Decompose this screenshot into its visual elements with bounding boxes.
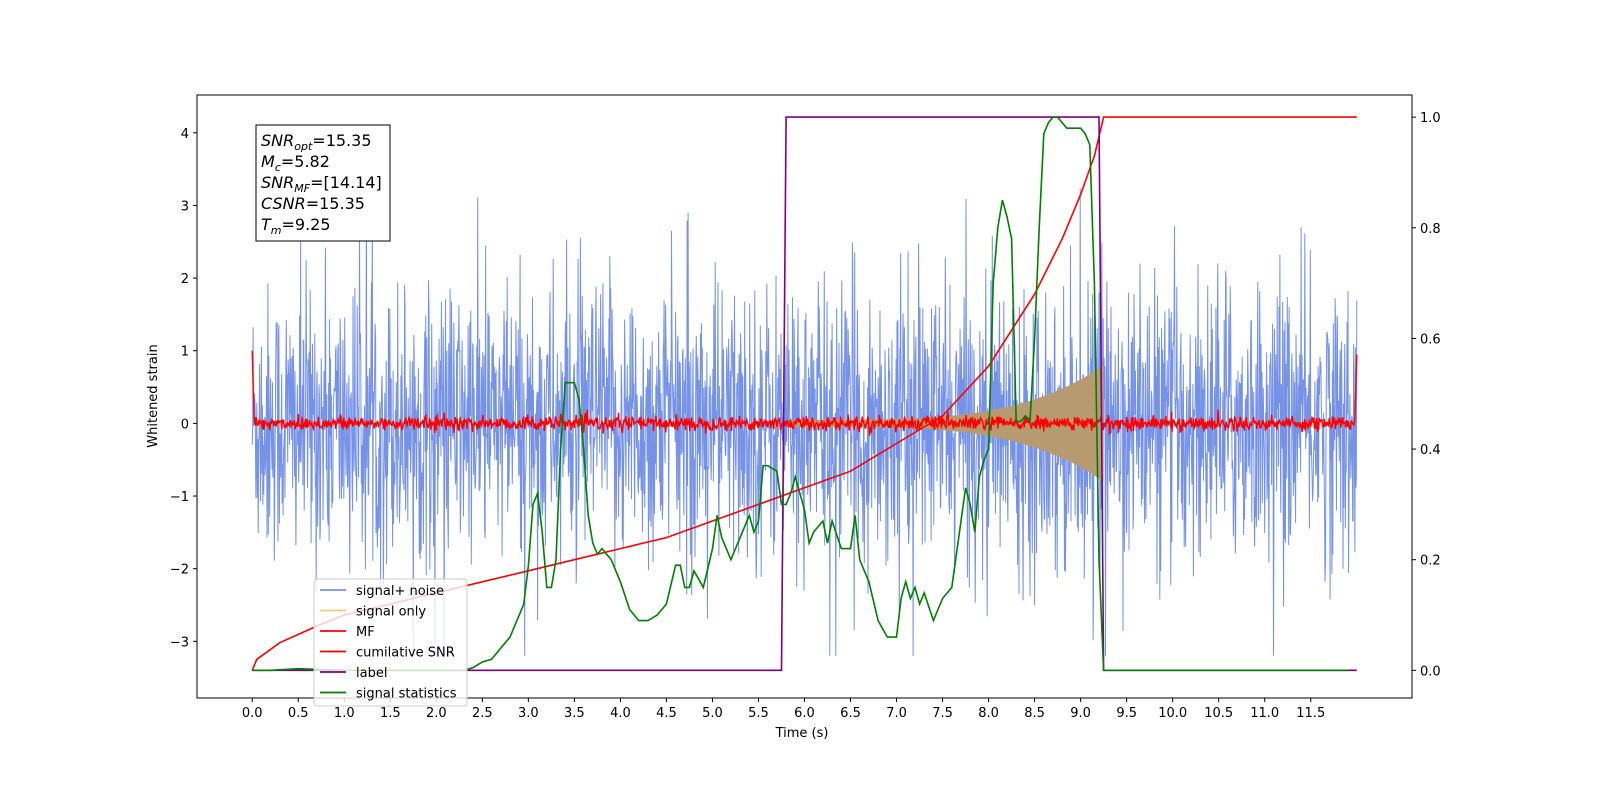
info-line: SNRMF=[14.14]: [261, 173, 382, 195]
x-tick-label: 5.5: [748, 706, 769, 721]
y-right-tick-label: 0.4: [1420, 443, 1441, 458]
y-tick-label: 1: [181, 345, 189, 360]
x-tick-label: 9.0: [1070, 706, 1091, 721]
legend-item-mf: MF: [320, 625, 375, 640]
x-tick-label: 2.0: [426, 706, 447, 721]
x-axis: 0.0 0.5 1.0 1.5 2.0 2.5 3.0 3.5 4.0 4.5 5.0 5.5 6.0 6…: [242, 698, 1325, 721]
legend-frame: [313, 578, 468, 707]
legend-item-signal-noise: signal+ noise: [320, 584, 444, 599]
info-line: CSNR=15.35: [261, 194, 365, 213]
x-tick-label: 7.0: [886, 706, 907, 721]
y-tick-label: −3: [170, 635, 189, 650]
info-line: SNRopt=15.35: [261, 131, 372, 153]
y-axis-left: −3 −2 −1 0 1 2 3 4: [170, 127, 197, 650]
y-right-tick-label: 1.0: [1420, 111, 1441, 126]
y-axis-right: 0.0 0.2 0.4 0.6 0.8 1.0: [1412, 111, 1441, 679]
series-signal-noise: [251, 176, 1358, 656]
x-tick-label: 1.0: [334, 706, 355, 721]
info-box: SNRopt=15.35Mc=5.82SNRMF=[14.14]CSNR=15.…: [255, 124, 391, 242]
y-tick-label: 2: [181, 272, 189, 287]
legend-label: cumilative SNR: [356, 646, 455, 661]
x-tick-label: 10.0: [1158, 706, 1187, 721]
y-right-tick-label: 0.0: [1420, 664, 1441, 679]
x-tick-label: 4.0: [610, 706, 631, 721]
y-tick-label: 0: [181, 417, 189, 432]
x-tick-label: 8.0: [978, 706, 999, 721]
legend-label: MF: [356, 625, 375, 640]
y-tick-label: 4: [181, 127, 189, 142]
series-signal-statistics: [252, 116, 1348, 672]
x-tick-label: 3.0: [518, 706, 539, 721]
x-tick-label: 6.5: [840, 706, 861, 721]
legend-item-cumilative-snr: cumilative SNR: [320, 646, 455, 661]
legend-item-label: label: [320, 666, 387, 681]
x-tick-label: 5.0: [702, 706, 723, 721]
x-tick-label: 0.0: [242, 706, 263, 721]
x-axis-label: Time (s): [775, 726, 829, 741]
legend-label: signal statistics: [356, 687, 457, 702]
y-right-tick-label: 0.8: [1420, 222, 1441, 237]
x-tick-label: 8.5: [1024, 706, 1045, 721]
y-tick-label: 3: [181, 199, 189, 214]
y-right-tick-label: 0.6: [1420, 332, 1441, 347]
x-tick-label: 3.5: [564, 706, 585, 721]
x-tick-label: 11.5: [1296, 706, 1325, 721]
legend-item-signal-only: signal only: [320, 605, 426, 620]
x-tick-label: 9.5: [1116, 706, 1137, 721]
info-line: Tm=9.25: [261, 215, 331, 237]
legend-item-signal-statistics: signal statistics: [320, 687, 457, 702]
x-tick-label: 0.5: [288, 706, 309, 721]
y-tick-label: −2: [170, 563, 189, 578]
info-box-frame: [255, 124, 391, 242]
x-tick-label: 2.5: [472, 706, 493, 721]
legend-label: signal only: [356, 605, 426, 620]
x-tick-label: 6.0: [794, 706, 815, 721]
legend-label: signal+ noise: [356, 584, 444, 599]
series-mf: [251, 350, 1358, 436]
y-axis-label: Whitened strain: [146, 344, 161, 447]
legend: signal+ noise signal only MF cumilative SNR…: [313, 578, 468, 707]
info-line: Mc=5.82: [261, 152, 330, 174]
x-tick-label: 11.0: [1250, 706, 1279, 721]
x-tick-label: 4.5: [656, 706, 677, 721]
y-tick-label: −1: [170, 490, 189, 505]
x-tick-label: 1.5: [380, 706, 401, 721]
legend-label: label: [356, 666, 387, 681]
x-tick-label: 10.5: [1204, 706, 1233, 721]
y-right-tick-label: 0.2: [1420, 554, 1441, 569]
x-tick-label: 7.5: [932, 706, 953, 721]
